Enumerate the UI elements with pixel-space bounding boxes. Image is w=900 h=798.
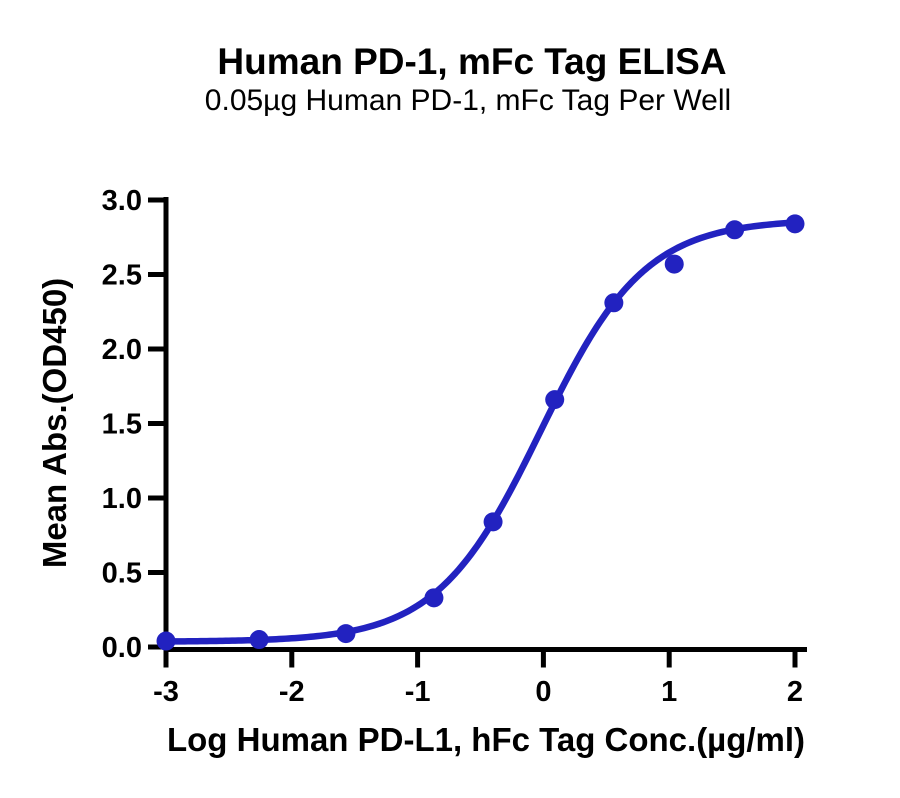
y-tick-label: 0.0: [102, 632, 142, 664]
y-tick-label: 1.5: [102, 409, 142, 441]
y-axis-label: Mean Abs.(OD450): [36, 278, 73, 568]
data-point: [336, 624, 356, 644]
y-tick-label: 0.5: [102, 558, 142, 590]
x-tick-label: 2: [787, 676, 803, 708]
chart-title: Human PD-1, mFc Tag ELISA: [217, 41, 726, 82]
y-tick-label: 1.0: [102, 483, 142, 515]
data-point: [785, 214, 805, 234]
data-point: [424, 588, 444, 608]
y-tick-label: 2.0: [102, 334, 142, 366]
data-point: [725, 220, 745, 240]
data-point: [156, 631, 176, 651]
x-axis-label: Log Human PD-L1, hFc Tag Conc.(µg/ml): [167, 721, 805, 758]
data-point: [483, 512, 503, 532]
data-point: [249, 630, 269, 650]
x-tick-label: 1: [661, 676, 677, 708]
x-tick-label: -2: [279, 676, 305, 708]
y-tick-label: 2.5: [102, 260, 142, 292]
x-tick-label: -1: [405, 676, 431, 708]
chart-subtitle: 0.05µg Human PD-1, mFc Tag Per Well: [205, 84, 731, 117]
fit-curve: [162, 219, 799, 645]
data-point: [664, 254, 684, 274]
x-tick-label: -3: [153, 676, 179, 708]
data-point: [604, 293, 624, 313]
plot-group: -3 -2 -1 0 1 2 0.0 0.5 1.0 1.5 2.0 2.5 3.0: [102, 185, 807, 708]
y-tick-label: 3.0: [102, 185, 142, 217]
x-tick-label: 0: [535, 676, 551, 708]
axis-spines: [163, 197, 807, 652]
data-point: [545, 390, 565, 410]
